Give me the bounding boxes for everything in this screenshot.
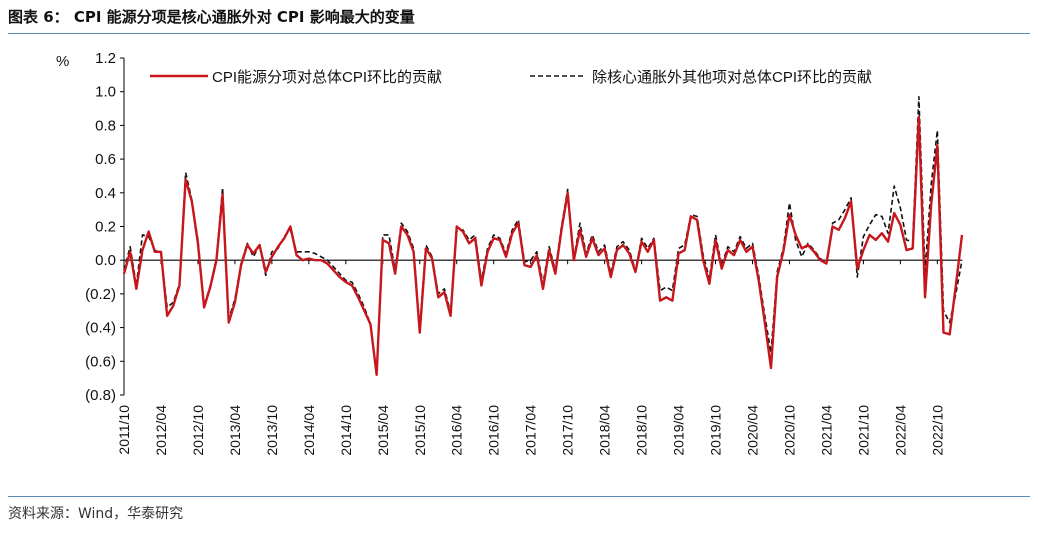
x-tick-label: 2016/04	[449, 405, 465, 456]
source-note: 资料来源：Wind，华泰研究	[8, 506, 184, 522]
x-tick-label: 2011/10	[116, 405, 132, 455]
x-tick-label: 2017/10	[560, 405, 576, 456]
series-energy-line	[122, 115, 964, 376]
legend-label-energy: CPI能源分项对总体CPI环比的贡献	[212, 69, 442, 86]
y-tick-label: 0.6	[95, 151, 116, 168]
y-tick-label: 0.0	[95, 252, 116, 269]
x-tick-label: 2020/10	[781, 405, 797, 456]
footer-divider	[8, 496, 1030, 497]
chart-axes: 1.2 1.0 0.8 0.6 0.4 0.2 0.0 (0.2) (0.4) (0.6) (0.8…	[56, 50, 962, 456]
x-tick-label: 2019/10	[708, 405, 724, 456]
y-tick-label: (0.4)	[85, 320, 116, 337]
y-tick-label: 1.0	[95, 84, 116, 101]
x-tick-label: 2019/04	[671, 405, 687, 456]
y-tick-label: (0.2)	[85, 286, 116, 303]
x-tick-label: 2014/10	[338, 405, 354, 456]
title-divider	[8, 33, 1030, 34]
x-tick-label: 2020/04	[745, 405, 761, 456]
x-tick-label: 2018/10	[634, 405, 650, 456]
series-other-line	[123, 95, 963, 376]
x-tick-label: 2016/10	[486, 405, 502, 456]
x-tick-label: 2022/04	[892, 405, 908, 456]
y-tick-label: 0.2	[95, 219, 116, 236]
x-tick-label: 2012/10	[190, 405, 206, 456]
x-tick-label: 2021/10	[855, 405, 871, 456]
x-tick-label: 2012/04	[153, 405, 169, 456]
y-tick-label: 0.8	[95, 117, 116, 134]
figure-title: 图表 6： CPI 能源分项是核心通胀外对 CPI 影响最大的变量	[8, 8, 415, 26]
x-tick-label: 2022/10	[929, 405, 945, 456]
y-tick-label: (0.8)	[85, 387, 116, 404]
x-tick-label: 2021/04	[818, 405, 834, 456]
x-tick-label: 2017/04	[523, 405, 539, 456]
chart-series	[122, 95, 964, 376]
legend-label-other: 除核心通胀外其他项对总体CPI环比的贡献	[592, 69, 872, 86]
x-tick-label: 2015/10	[412, 405, 428, 456]
y-unit-label: %	[56, 53, 69, 70]
x-tick-label: 2014/04	[301, 405, 317, 456]
y-tick-label: 1.2	[95, 50, 116, 67]
chart-legend: CPI能源分项对总体CPI环比的贡献 除核心通胀外其他项对总体CPI环比的贡献	[150, 69, 872, 86]
x-tick-label: 2013/10	[264, 405, 280, 456]
x-tick-label: 2018/04	[597, 405, 613, 456]
y-tick-label: (0.6)	[85, 353, 116, 370]
y-tick-label: 0.4	[95, 185, 116, 202]
x-tick-label: 2015/04	[375, 405, 391, 456]
x-tick-label: 2013/04	[227, 405, 243, 456]
